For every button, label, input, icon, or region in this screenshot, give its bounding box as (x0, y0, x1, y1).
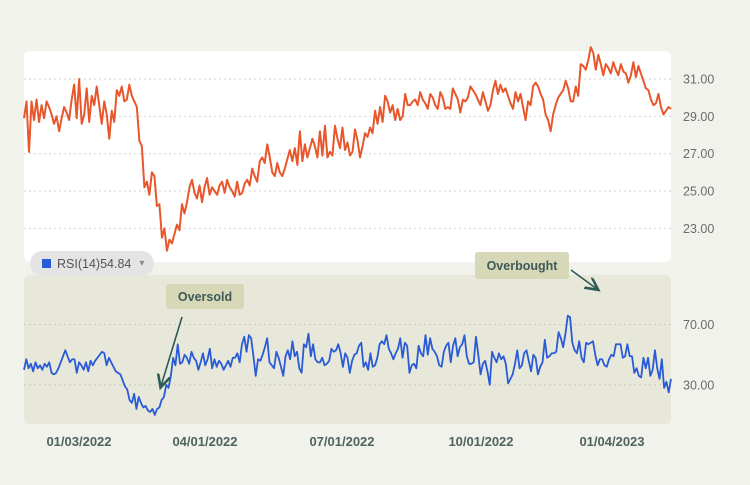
price-line (23, 46, 672, 252)
x-tick-label: 04/01/2022 (172, 434, 237, 449)
x-tick-label: 01/03/2022 (46, 434, 111, 449)
x-tick-label: 10/01/2022 (448, 434, 513, 449)
legend-value: 54.84 (100, 256, 132, 271)
price-panel (24, 51, 671, 262)
legend-label: RSI(14) (57, 256, 101, 271)
overbought-callout: Overbought (475, 252, 569, 279)
x-axis-ticks: 01/03/2022 04/01/2022 07/01/2022 10/01/2022… (46, 434, 644, 449)
rsi-line (23, 314, 672, 416)
overbought-arrow (570, 269, 597, 289)
price-tick-label: 31.00 (683, 73, 714, 87)
oversold-arrow (161, 316, 183, 386)
price-tick-label: 27.00 (683, 147, 714, 161)
rsi-tick-label: 30.00 (683, 378, 714, 392)
rsi-axis-ticks: 70.00 30.00 (683, 318, 714, 392)
x-tick-label: 07/01/2022 (309, 434, 374, 449)
price-tick-label: 29.00 (683, 110, 714, 124)
price-tick-label: 23.00 (683, 222, 714, 236)
rsi-swatch (42, 259, 51, 268)
indicator-legend[interactable]: RSI(14) 54.84 ▾ (30, 251, 155, 276)
chevron-down-icon[interactable]: ▾ (139, 258, 145, 269)
rsi-panel (24, 275, 671, 424)
rsi-tick-label: 70.00 (683, 318, 714, 332)
price-tick-label: 25.00 (683, 185, 714, 199)
price-axis-ticks: 31.00 29.00 27.00 25.00 23.00 (683, 73, 714, 236)
x-tick-label: 01/04/2023 (579, 434, 644, 449)
oversold-callout: Oversold (166, 284, 244, 309)
